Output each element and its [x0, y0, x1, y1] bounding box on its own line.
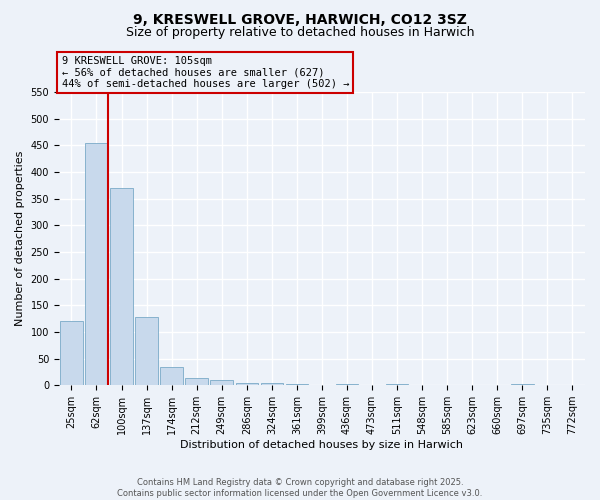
Bar: [236, 382, 258, 385]
Y-axis label: Number of detached properties: Number of detached properties: [15, 151, 25, 326]
Bar: [511, 384, 533, 385]
Bar: [160, 366, 183, 385]
Bar: [286, 384, 308, 385]
Text: 9 KRESWELL GROVE: 105sqm
← 56% of detached houses are smaller (627)
44% of semi-: 9 KRESWELL GROVE: 105sqm ← 56% of detach…: [62, 56, 349, 89]
X-axis label: Distribution of detached houses by size in Harwich: Distribution of detached houses by size …: [181, 440, 463, 450]
Bar: [386, 384, 409, 385]
Bar: [211, 380, 233, 385]
Text: Size of property relative to detached houses in Harwich: Size of property relative to detached ho…: [126, 26, 474, 39]
Bar: [260, 382, 283, 385]
Bar: [136, 317, 158, 385]
Bar: [110, 188, 133, 385]
Text: 9, KRESWELL GROVE, HARWICH, CO12 3SZ: 9, KRESWELL GROVE, HARWICH, CO12 3SZ: [133, 12, 467, 26]
Text: Contains HM Land Registry data © Crown copyright and database right 2025.
Contai: Contains HM Land Registry data © Crown c…: [118, 478, 482, 498]
Bar: [85, 142, 108, 385]
Bar: [336, 384, 358, 385]
Bar: [60, 322, 83, 385]
Bar: [185, 378, 208, 385]
